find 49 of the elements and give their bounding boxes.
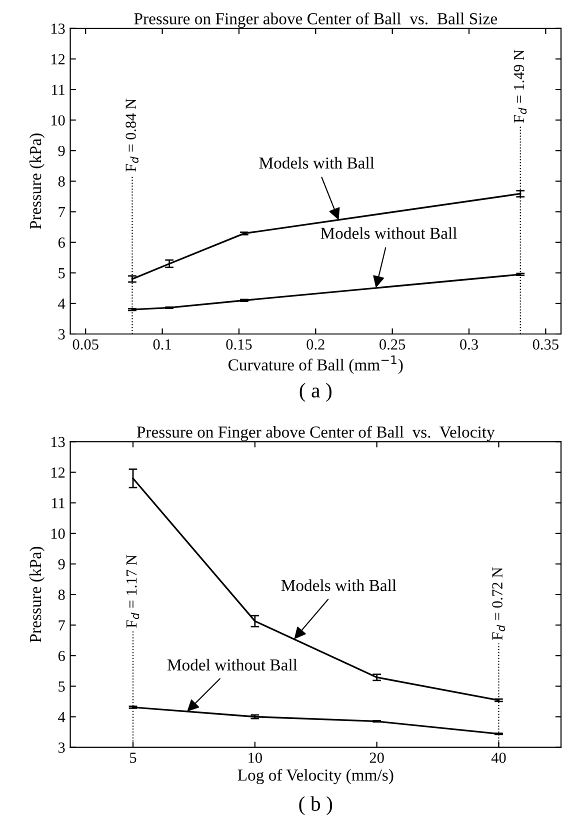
annotation: Models without Ball (320, 227, 457, 239)
y-tick-label: 7 (58, 620, 65, 630)
x-tick-label: 40 (491, 752, 506, 763)
y-tick-label: 11 (52, 498, 64, 508)
x-tick-label: 0.3 (460, 339, 478, 350)
y-tick-label: 4 (58, 712, 66, 722)
x-tick-label: 5 (130, 752, 136, 763)
annotation: F$_{d}$ = 1.49 N (514, 50, 527, 123)
y-tick-label: 12 (51, 54, 65, 64)
x-tick-label: 20 (370, 752, 384, 763)
y-tick-label: 13 (51, 24, 65, 34)
x-tick-label: 10 (248, 752, 262, 763)
annotation: F$_{d}$ = 1.17 N (126, 554, 140, 628)
annotation: Model without Ball (167, 658, 298, 671)
x-tick-label: 0.2 (306, 339, 324, 350)
y-axis-title: Pressure (kPa) (29, 546, 45, 642)
y-tick-label: 9 (58, 559, 65, 570)
y-tick-label: 10 (51, 115, 65, 126)
y-tick-label: 5 (58, 268, 65, 278)
y-tick-label: 6 (58, 238, 65, 248)
y-tick-label: 10 (51, 528, 65, 539)
text: ( a ) (300, 382, 332, 402)
y-tick-label: 5 (58, 682, 65, 692)
y-tick-label: 8 (58, 176, 65, 187)
y-tick-label: 9 (58, 146, 65, 156)
y-tick-label: 12 (51, 467, 65, 478)
y-tick-label: 13 (51, 436, 65, 448)
text: ( b ) (299, 796, 332, 816)
annotation: Models with Ball (281, 579, 396, 592)
y-tick-label: 3 (58, 742, 65, 753)
annotation: Models with Ball (259, 156, 374, 169)
y-axis-title: Pressure (kPa) (29, 134, 45, 230)
chart-title: Pressure on Finger above Center of Ball vs. Velocity (136, 426, 495, 442)
x-tick-label: 0.05 (72, 339, 98, 350)
y-tick-label: 8 (58, 590, 65, 600)
annotation: F$_{d}$ = 0.72 N (492, 567, 505, 640)
y-tick-label: 7 (58, 207, 65, 218)
y-tick-label: 11 (52, 84, 64, 95)
x-tick-label: 0.15 (226, 339, 252, 350)
chart-title: Pressure on Finger above Center of Ball vs. Ball Size (134, 12, 497, 28)
annotation: F$_{d}$ = 0.84 N (126, 98, 138, 172)
x-tick-label: 0.1 (153, 339, 171, 350)
x-tick-label: 0.35 (532, 339, 558, 350)
y-tick-label: 4 (58, 298, 66, 309)
y-tick-label: 3 (58, 329, 65, 340)
x-axis-title: Log of Velocity (mm/s) (238, 768, 394, 784)
x-axis-title: Curvature of Ball (mm$^{−1}$) (228, 355, 403, 374)
y-tick-label: 6 (58, 650, 65, 662)
x-tick-label: 0.25 (380, 339, 406, 350)
